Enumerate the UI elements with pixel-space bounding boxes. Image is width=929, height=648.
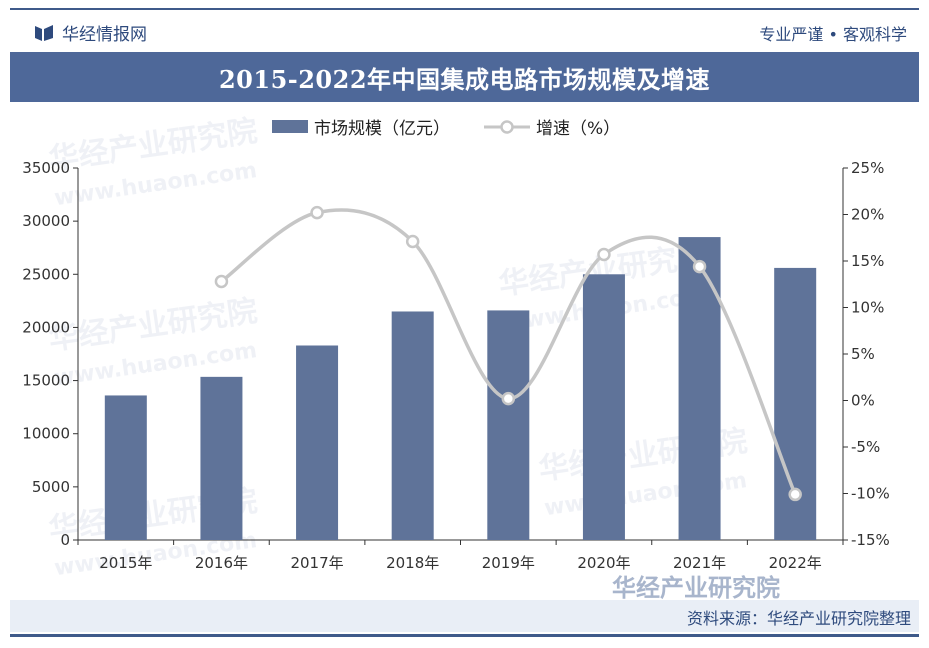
x-tick-label: 2019年 xyxy=(482,554,535,572)
x-tick-label: 2020年 xyxy=(577,554,630,572)
x-tick-label: 2017年 xyxy=(290,554,343,572)
y-right-tick-label: 25% xyxy=(851,159,884,177)
growth-point xyxy=(501,391,516,406)
brand: 华经情报网 xyxy=(34,20,147,45)
y-right-tick-label: -15% xyxy=(851,531,890,549)
legend-item-line: 增速（%） xyxy=(484,114,620,139)
y-right-tick-label: 5% xyxy=(851,345,875,363)
x-tick-label: 2018年 xyxy=(386,554,439,572)
chart-title: 2015-2022年中国集成电路市场规模及增速 xyxy=(10,52,919,102)
legend-item-bar: 市场规模（亿元） xyxy=(272,114,450,139)
slogan: 专业严谨 • 客观科学 xyxy=(759,25,907,44)
growth-point xyxy=(310,205,324,220)
y-left-tick-label: 20000 xyxy=(22,318,70,336)
legend-bar-swatch xyxy=(272,120,308,133)
growth-point xyxy=(597,247,611,262)
growth-point xyxy=(692,259,707,274)
bar xyxy=(104,395,147,540)
y-right-tick-label: 10% xyxy=(851,299,884,317)
source-note: 资料来源：华经产业研究院整理 xyxy=(686,609,911,628)
y-left-tick-label: 35000 xyxy=(22,159,70,177)
bar xyxy=(582,274,625,540)
y-right-tick-label: -5% xyxy=(851,438,880,456)
y-left-tick-label: 10000 xyxy=(22,425,70,443)
x-tick-label: 2021年 xyxy=(673,554,726,572)
growth-point xyxy=(788,487,802,502)
footer-band xyxy=(10,600,919,632)
legend-line-label: 增速（%） xyxy=(536,119,621,139)
y-left-tick-label: 5000 xyxy=(32,478,70,496)
y-right-tick-label: 20% xyxy=(851,206,884,224)
y-right-tick-label: -10% xyxy=(851,485,890,503)
bottom-rule xyxy=(10,634,919,637)
bar xyxy=(487,310,530,540)
bar xyxy=(296,345,339,540)
y-right-tick-label: 15% xyxy=(851,252,884,270)
header: 华经情报网 专业严谨 • 客观科学 xyxy=(10,14,919,50)
x-tick-label: 2022年 xyxy=(769,554,822,572)
legend-line-swatch xyxy=(484,119,530,134)
y-left-tick-label: 15000 xyxy=(22,372,70,390)
bar xyxy=(200,376,243,540)
y-left-tick-label: 25000 xyxy=(22,265,70,283)
legend: 市场规模（亿元） 增速（%） xyxy=(272,114,654,139)
x-tick-label: 2016年 xyxy=(195,554,248,572)
brand-logo-icon xyxy=(34,23,54,43)
growth-point xyxy=(405,234,420,249)
x-tick-label: 2015年 xyxy=(99,554,152,572)
y-right-tick-label: 0% xyxy=(851,392,875,410)
bar xyxy=(391,311,434,540)
top-rule xyxy=(10,8,919,10)
brand-name: 华经情报网 xyxy=(62,25,147,45)
y-left-tick-label: 0 xyxy=(60,531,70,549)
watermark-logo: 华经产业研究院 xyxy=(612,574,780,602)
bar xyxy=(678,237,721,541)
growth-point xyxy=(214,274,229,289)
legend-bar-label: 市场规模（亿元） xyxy=(314,119,450,139)
y-left-tick-label: 30000 xyxy=(22,212,70,230)
